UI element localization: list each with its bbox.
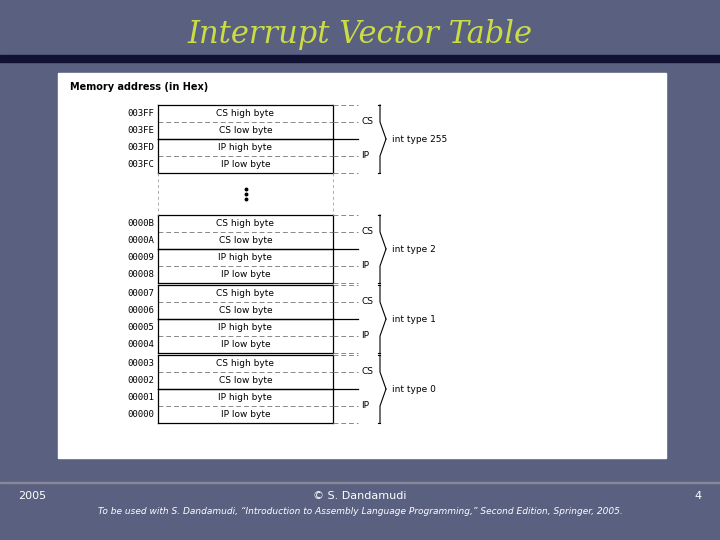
Text: IP: IP — [361, 332, 369, 341]
Text: int type 1: int type 1 — [392, 314, 436, 323]
Text: Interrupt Vector Table: Interrupt Vector Table — [187, 19, 533, 51]
Text: IP high byte: IP high byte — [218, 323, 272, 332]
Text: 0000B: 0000B — [127, 219, 154, 228]
Text: IP low byte: IP low byte — [221, 410, 270, 419]
Text: CS: CS — [361, 118, 373, 126]
Text: CS low byte: CS low byte — [219, 126, 272, 135]
Text: To be used with S. Dandamudi, “Introduction to Assembly Language Programming,” S: To be used with S. Dandamudi, “Introduct… — [98, 508, 622, 516]
Text: IP high byte: IP high byte — [218, 143, 272, 152]
Text: 00005: 00005 — [127, 323, 154, 332]
Text: IP low byte: IP low byte — [221, 340, 270, 349]
Text: CS low byte: CS low byte — [219, 306, 272, 315]
Text: CS: CS — [361, 227, 373, 237]
Text: 00000: 00000 — [127, 410, 154, 419]
Text: int type 2: int type 2 — [392, 245, 436, 253]
Text: IP low byte: IP low byte — [221, 270, 270, 279]
Text: CS high byte: CS high byte — [217, 289, 274, 298]
Text: IP: IP — [361, 402, 369, 410]
Text: CS high byte: CS high byte — [217, 359, 274, 368]
Text: CS: CS — [361, 368, 373, 376]
Text: 003FD: 003FD — [127, 143, 154, 152]
Text: IP: IP — [361, 261, 369, 271]
Text: IP high byte: IP high byte — [218, 393, 272, 402]
Text: IP high byte: IP high byte — [218, 253, 272, 262]
Text: IP low byte: IP low byte — [221, 160, 270, 169]
Text: 2005: 2005 — [18, 491, 46, 501]
Bar — [58, 73, 666, 458]
Text: CS low byte: CS low byte — [219, 376, 272, 385]
Text: 00009: 00009 — [127, 253, 154, 262]
Text: 00006: 00006 — [127, 306, 154, 315]
Text: © S. Dandamudi: © S. Dandamudi — [313, 491, 407, 501]
Text: CS high byte: CS high byte — [217, 109, 274, 118]
Text: 00003: 00003 — [127, 359, 154, 368]
Text: Memory address (in Hex): Memory address (in Hex) — [70, 82, 208, 92]
Text: int type 255: int type 255 — [392, 134, 447, 144]
Text: 00008: 00008 — [127, 270, 154, 279]
Text: 003FC: 003FC — [127, 160, 154, 169]
Text: IP: IP — [361, 152, 369, 160]
Text: 00004: 00004 — [127, 340, 154, 349]
Text: CS low byte: CS low byte — [219, 236, 272, 245]
Text: CS: CS — [361, 298, 373, 307]
Text: 003FE: 003FE — [127, 126, 154, 135]
Text: 4: 4 — [695, 491, 702, 501]
Text: 003FF: 003FF — [127, 109, 154, 118]
Text: 00002: 00002 — [127, 376, 154, 385]
Text: 00007: 00007 — [127, 289, 154, 298]
Text: int type 0: int type 0 — [392, 384, 436, 394]
Text: CS high byte: CS high byte — [217, 219, 274, 228]
Bar — [0, 55, 720, 62]
Bar — [0, 482, 720, 483]
Text: 0000A: 0000A — [127, 236, 154, 245]
Text: 00001: 00001 — [127, 393, 154, 402]
